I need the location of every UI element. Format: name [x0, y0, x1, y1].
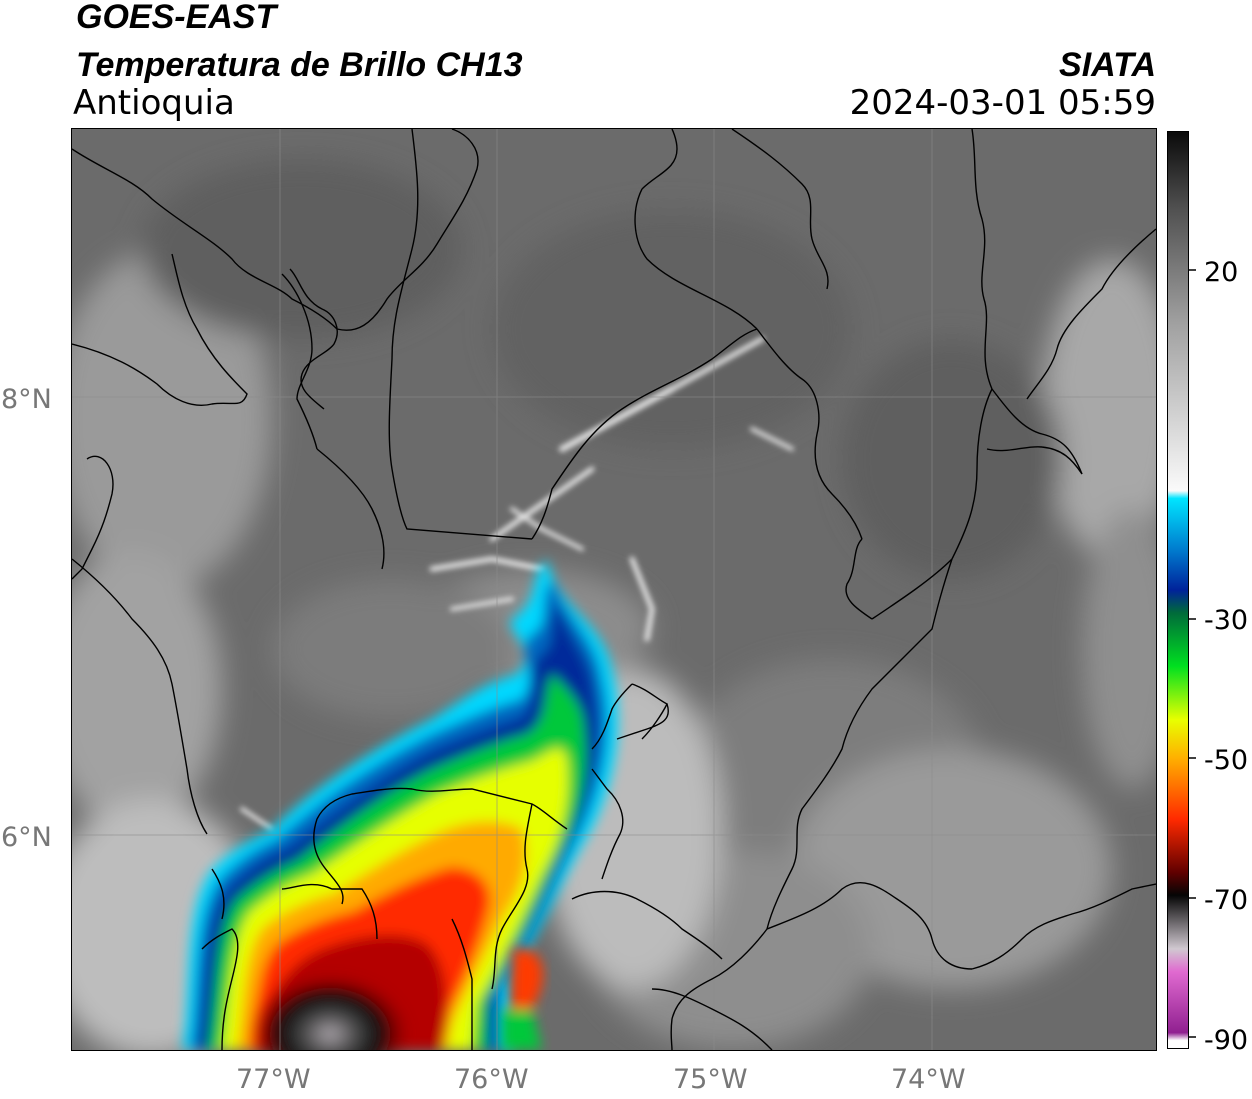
colorbar: [1167, 131, 1189, 1049]
cloud-texture: [72, 159, 1156, 1050]
satellite-map[interactable]: [71, 128, 1157, 1051]
lat-label-8n: 8°N: [1, 384, 52, 415]
colorbar-tick-neg30: -30: [1204, 605, 1249, 636]
lon-label-75w: 75°W: [673, 1064, 748, 1095]
lon-label-76w: 76°W: [454, 1064, 529, 1095]
satellite-title: GOES-EAST: [76, 0, 277, 36]
graticule: [72, 129, 1156, 1050]
colorbar-tick-neg90: -90: [1204, 1025, 1249, 1056]
lat-label-6n: 6°N: [1, 822, 52, 853]
colorbar-ticks: [1189, 269, 1196, 1038]
agency-label: SIATA: [1059, 46, 1156, 84]
colorbar-tick-neg50: -50: [1204, 745, 1249, 776]
colorbar-tick-neg70: -70: [1204, 885, 1249, 916]
colorbar-tick-20: 20: [1204, 257, 1239, 288]
lon-label-77w: 77°W: [236, 1064, 311, 1095]
datetime-label: 2024-03-01 05:59: [849, 83, 1156, 123]
map-svg: [72, 129, 1156, 1050]
convective-system: [182, 559, 619, 1050]
cirrus-streaks: [240, 336, 794, 831]
boundaries: [72, 129, 1156, 1050]
lon-label-74w: 74°W: [891, 1064, 966, 1095]
product-title: Temperatura de Brillo CH13: [76, 46, 523, 84]
region-label: Antioquia: [73, 83, 235, 123]
